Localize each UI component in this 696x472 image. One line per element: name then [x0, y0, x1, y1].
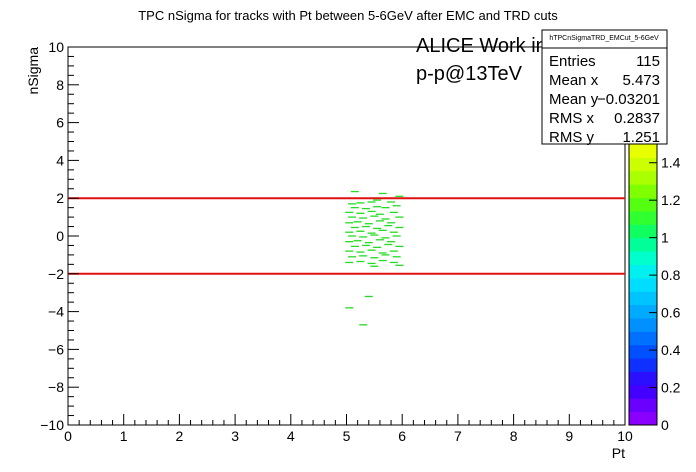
- colorbar-segment: [629, 384, 657, 399]
- colorbar-segment: [629, 264, 657, 279]
- stats-value: 0.2837: [614, 110, 660, 127]
- colorbar-segment: [629, 237, 657, 252]
- stats-value: 1.251: [622, 129, 660, 146]
- stats-label: RMS y: [549, 129, 595, 146]
- colorbar-segment: [629, 170, 657, 185]
- y-tick-label: −4: [48, 304, 64, 320]
- y-axis-label: nSigma: [25, 47, 41, 95]
- colorbar-tick-label: 0.2: [661, 380, 681, 396]
- colorbar-segment: [629, 371, 657, 386]
- x-tick-label: 3: [231, 428, 239, 444]
- colorbar: 0 0.2 0.4 0.6 0.8 1 1.2 1.4: [628, 143, 681, 433]
- stats-value: −0.03201: [597, 91, 660, 108]
- colorbar-tick-label: 0.4: [661, 342, 681, 358]
- colorbar-segment: [629, 411, 657, 426]
- colorbar-segment: [629, 210, 657, 225]
- x-tick-label: 8: [510, 428, 518, 444]
- x-tick-label: 6: [398, 428, 406, 444]
- annotation-collision: p-p@13TeV: [416, 63, 523, 85]
- colorbar-tick-label: 0: [661, 417, 669, 433]
- stats-box: hTPCnSigmaTRD_EMCut_5-6GeV Entries 115 Mea…: [541, 29, 668, 146]
- colorbar-tick-label: 0.6: [661, 305, 681, 321]
- data-points: [345, 190, 404, 326]
- colorbar-segment: [629, 317, 657, 332]
- colorbar-segment: [629, 251, 657, 265]
- x-tick-label: 7: [454, 428, 462, 444]
- x-axis-label: Pt: [612, 445, 625, 461]
- stats-value: 5.473: [622, 72, 660, 89]
- colorbar-segment: [629, 398, 657, 413]
- stats-box-frame: [541, 29, 668, 145]
- axes: 0 1 2 3 4 5 6 7 8 9 10 −10 −8 −6 −4 −2 0 2 4 6 8 10: [40, 39, 633, 444]
- colorbar-segment: [629, 291, 657, 306]
- colorbar-segment: [629, 331, 657, 346]
- colorbar-segment: [629, 197, 657, 212]
- y-tick-label: −10: [40, 417, 64, 433]
- stats-histogram-name: hTPCnSigmaTRD_EMCut_5-6GeV: [549, 35, 659, 42]
- y-tick-label: 2: [56, 190, 64, 206]
- y-tick-label: 4: [56, 152, 64, 168]
- x-tick-label: 5: [343, 428, 351, 444]
- y-tick-label: 6: [56, 115, 64, 131]
- y-tick-label: 0: [56, 228, 64, 244]
- stats-label: RMS x: [549, 110, 595, 127]
- x-tick-label: 1: [120, 428, 128, 444]
- colorbar-segment: [629, 157, 657, 172]
- colorbar-tick-label: 1: [661, 230, 669, 246]
- colorbar-segment: [629, 304, 657, 319]
- colorbar-tick-label: 0.8: [661, 267, 681, 283]
- x-tick-label: 0: [64, 428, 72, 444]
- colorbar-segment: [629, 277, 657, 292]
- stats-label: Entries: [549, 53, 596, 70]
- stats-label: Mean x: [549, 72, 599, 89]
- y-tick-label: −2: [48, 266, 64, 282]
- colorbar-segment: [629, 358, 657, 372]
- chart-title: TPC nSigma for tracks with Pt between 5-…: [138, 8, 558, 23]
- colorbar-tick-label: 1.2: [661, 192, 681, 208]
- plot-frame: [67, 46, 626, 426]
- y-tick-label: 10: [48, 39, 64, 55]
- colorbar-segment: [629, 144, 657, 158]
- colorbar-tick-label: 1.4: [661, 155, 681, 171]
- stats-value: 115: [636, 53, 660, 70]
- colorbar-segment: [629, 224, 657, 239]
- y-tick-label: −6: [48, 341, 64, 357]
- y-tick-label: −8: [48, 379, 64, 395]
- cut-lines: [68, 197, 625, 275]
- x-tick-label: 9: [565, 428, 573, 444]
- x-tick-label: 10: [617, 428, 633, 444]
- colorbar-segment: [629, 344, 657, 359]
- x-tick-label: 2: [176, 428, 184, 444]
- colorbar-segment: [629, 184, 657, 199]
- stats-label: Mean y: [549, 91, 599, 108]
- y-tick-label: 8: [56, 77, 64, 93]
- x-tick-label: 4: [287, 428, 295, 444]
